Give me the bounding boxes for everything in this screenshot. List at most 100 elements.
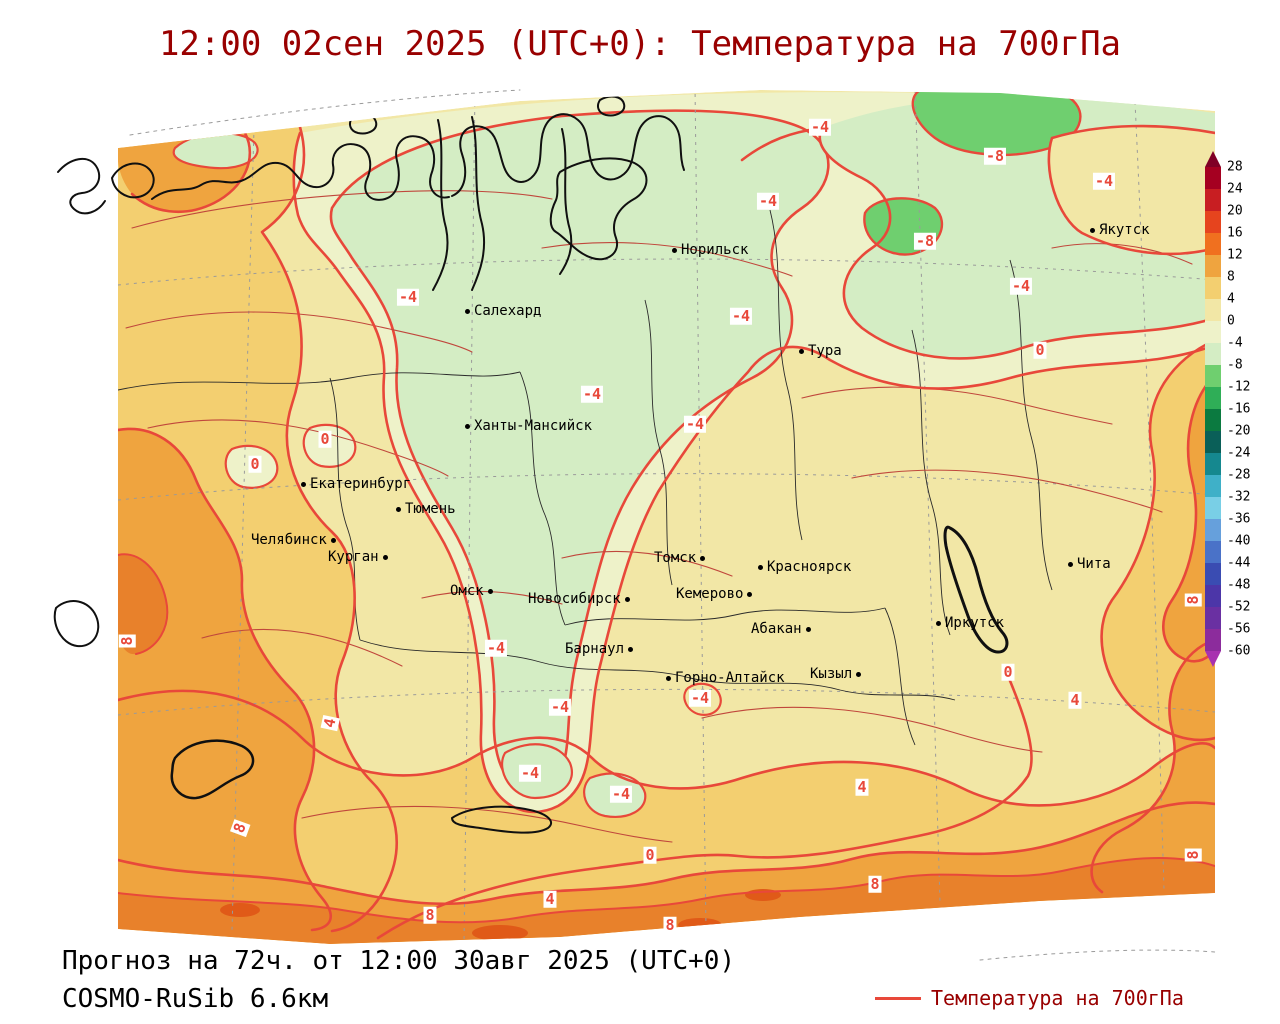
- temp-band-warm-yakutsk: [1048, 126, 1215, 254]
- city-marker: Абакан: [751, 621, 811, 637]
- colorbar-segment: [1205, 277, 1221, 299]
- colorbar-bottom-arrow: [1205, 651, 1221, 667]
- contour-value-label: -8: [983, 146, 1007, 165]
- contour-value-label: 8: [1183, 593, 1202, 607]
- city-name: Омск: [450, 583, 484, 599]
- colorbar-tick-label: -36: [1227, 511, 1251, 527]
- contour-value-label: 0: [643, 845, 657, 864]
- city-marker: Красноярск: [758, 559, 851, 575]
- colorbar-tick-label: -32: [1227, 489, 1251, 505]
- contour-value-label: -4: [688, 688, 712, 707]
- contour-value-label: 0: [1001, 662, 1015, 681]
- legend-contour-line-sample: [875, 996, 921, 1000]
- city-name: Иркутск: [945, 615, 1005, 631]
- city-dot: [799, 348, 804, 354]
- contour-value-label: -4: [683, 414, 707, 433]
- city-marker: Тюмень: [396, 501, 456, 517]
- contour-value-label: -4: [396, 287, 420, 306]
- colorbar-tick-label: -60: [1227, 643, 1251, 659]
- contour-value-label: -4: [548, 697, 572, 716]
- city-dot: [666, 675, 671, 681]
- colorbar-tick-label: -48: [1227, 577, 1251, 593]
- city-dot: [936, 620, 941, 626]
- city-marker: Кызыл: [810, 666, 862, 682]
- city-dot: [700, 555, 706, 561]
- colorbar-tick-label: 8: [1227, 269, 1235, 285]
- colorbar-tick-label: -28: [1227, 467, 1251, 483]
- city-marker: Якутск: [1090, 222, 1150, 238]
- contour-value-label: -4: [484, 638, 508, 657]
- city-marker: Кемерово: [676, 586, 753, 602]
- colorbar-tick-label: -12: [1227, 379, 1251, 395]
- city-marker: Норильск: [672, 242, 748, 258]
- coastlines: [151, 95, 1009, 834]
- map-title: 12:00 02сен 2025 (UTC+0): Температура на…: [158, 24, 1122, 64]
- forecast-lead-text: Прогноз на 72ч. от 12:00 30авг 2025 (UTC…: [62, 946, 736, 976]
- colorbar-segment: [1205, 607, 1221, 629]
- contour-value-label: 4: [543, 889, 557, 908]
- contour-value-label: 0: [1033, 340, 1047, 359]
- city-marker: Челябинск: [251, 532, 336, 548]
- city-marker: Тура: [799, 343, 842, 359]
- city-name: Чита: [1077, 556, 1111, 572]
- contour-value-label: 4: [1068, 690, 1082, 709]
- temp-band-16-20-blob: [220, 903, 260, 917]
- colorbar-tick-label: -44: [1227, 555, 1251, 571]
- colorbar-tick-label: 28: [1227, 159, 1243, 175]
- city-dot: [624, 596, 630, 602]
- city-marker: Омск: [450, 583, 493, 599]
- contour-value-label: 8: [868, 874, 882, 893]
- city-dot: [1068, 561, 1073, 567]
- city-dot: [805, 626, 811, 632]
- contour-value-label: -4: [1009, 276, 1033, 295]
- city-name: Тура: [808, 343, 842, 359]
- city-dot: [465, 423, 470, 429]
- colorbar-tick-label: -40: [1227, 533, 1251, 549]
- contour-value-label: 8: [423, 905, 437, 924]
- city-dot: [487, 588, 493, 594]
- city-dot: [465, 308, 470, 314]
- colorbar-segment: [1205, 387, 1221, 409]
- city-name: Ханты-Мансийск: [474, 418, 593, 434]
- colorbar-segment: [1205, 343, 1221, 365]
- temp-band-8-12-east: [1163, 375, 1215, 662]
- contour-value-label: -8: [913, 231, 937, 250]
- city-name: Якутск: [1099, 222, 1150, 238]
- city-name: Горно-Алтайск: [675, 670, 785, 686]
- temp-band-12-16-bottom: [118, 857, 1215, 944]
- city-dot: [747, 591, 753, 597]
- admin-boundaries: [118, 209, 1053, 746]
- colorbar-tick-label: 24: [1227, 181, 1243, 197]
- contour-value-label: -4: [580, 384, 604, 403]
- colorbar-tick-label: -56: [1227, 621, 1251, 637]
- colorbar-tick-label: -4: [1227, 335, 1243, 351]
- contour-value-label: -4: [808, 117, 832, 136]
- colorbar-segment: [1205, 629, 1221, 651]
- city-name: Новосибирск: [528, 591, 621, 607]
- city-marker: Чита: [1068, 556, 1111, 572]
- contour-value-label: 0: [318, 429, 332, 448]
- city-dot: [382, 554, 388, 560]
- city-name: Норильск: [681, 242, 749, 258]
- model-name-text: COSMO-RuSib 6.6км: [62, 984, 329, 1014]
- city-dot: [330, 537, 336, 543]
- colorbar-tick-label: 12: [1227, 247, 1243, 263]
- city-marker: Горно-Алтайск: [666, 670, 785, 686]
- legend: Температура на 700гПа: [875, 986, 1184, 1010]
- colorbar-tick-label: -20: [1227, 423, 1251, 439]
- coastlines-outside: [53, 89, 1216, 961]
- colorbar-tick-label: 16: [1227, 225, 1243, 241]
- colorbar-segment: [1205, 409, 1221, 431]
- city-dot: [628, 646, 634, 652]
- colorbar-segment: [1205, 167, 1221, 189]
- colorbar-segment: [1205, 497, 1221, 519]
- city-name: Тюмень: [405, 501, 456, 517]
- temp-band-12-16-sw: [118, 554, 168, 655]
- city-name: Кызыл: [810, 666, 853, 682]
- colorbar-segment: [1205, 453, 1221, 475]
- thin-temp-contours: [125, 190, 1193, 843]
- city-marker: Иркутск: [936, 615, 1004, 631]
- colorbar-segment: [1205, 541, 1221, 563]
- contour-value-label: -4: [729, 306, 753, 325]
- contour-value-label: 0: [248, 454, 262, 473]
